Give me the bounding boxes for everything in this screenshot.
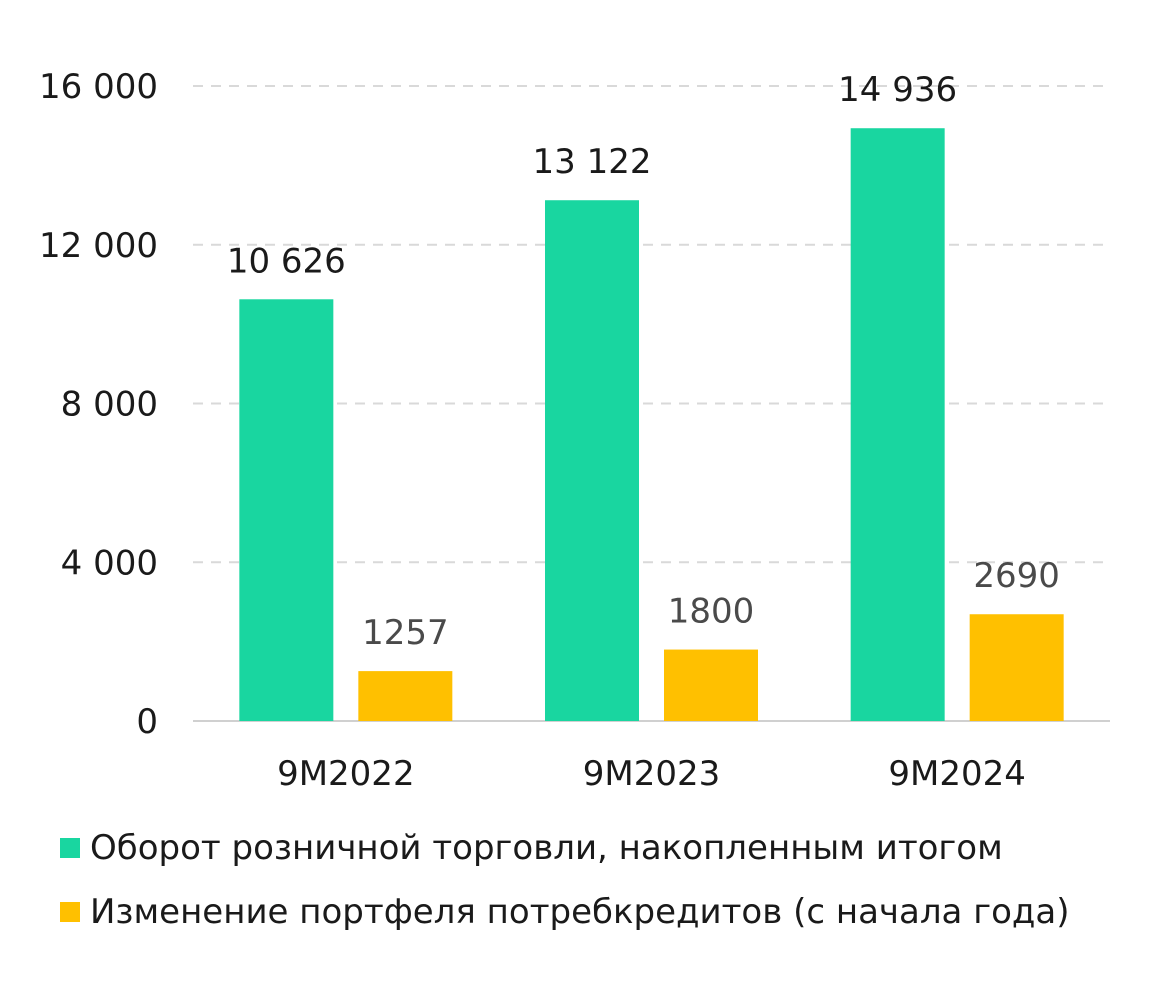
data-label: 14 936 — [838, 70, 957, 110]
bars — [239, 128, 1064, 722]
bar-consumer-loans — [969, 614, 1064, 721]
data-label: 10 626 — [227, 241, 346, 281]
data-labels: 10 626 1257 13 122 1800 14 936 2690 — [227, 70, 1060, 653]
legend: Оборот розничной торговли, накопленным и… — [60, 828, 1070, 958]
legend-swatch-consumer-loans — [60, 902, 80, 922]
bar-chart: 0 4 000 8 000 12 000 16 000 10 626 1257 13 122… — [39, 67, 1110, 794]
y-tick-label: 4 000 — [61, 543, 158, 583]
legend-item-consumer-loans: Изменение портфеля потребкредитов (с нач… — [60, 892, 1070, 932]
gridlines — [193, 85, 1110, 722]
x-tick-label: 9M2024 — [888, 754, 1026, 794]
y-tick-label: 16 000 — [39, 67, 158, 107]
bar-retail-turnover — [545, 200, 639, 721]
bar-consumer-loans — [358, 671, 453, 721]
y-tick-label: 0 — [136, 702, 158, 742]
x-axis-ticks: 9M2022 9M2023 9M2024 — [277, 754, 1026, 794]
y-tick-label: 8 000 — [61, 385, 158, 425]
bar-retail-turnover — [239, 299, 334, 721]
bar-retail-turnover — [850, 128, 945, 722]
data-label: 1257 — [362, 613, 449, 653]
x-tick-label: 9M2023 — [583, 754, 721, 794]
y-axis-ticks: 0 4 000 8 000 12 000 16 000 — [39, 67, 158, 742]
y-tick-label: 12 000 — [39, 226, 158, 266]
bar-consumer-loans — [664, 649, 758, 721]
x-tick-label: 9M2022 — [277, 754, 415, 794]
data-label: 2690 — [973, 556, 1060, 596]
legend-label-retail-turnover: Оборот розничной торговли, накопленным и… — [90, 828, 1003, 868]
data-label: 1800 — [668, 592, 755, 632]
legend-label-consumer-loans: Изменение портфеля потребкредитов (с нач… — [90, 892, 1070, 932]
legend-item-retail-turnover: Оборот розничной торговли, накопленным и… — [60, 828, 1069, 868]
data-label: 13 122 — [533, 142, 652, 182]
legend-swatch-retail-turnover — [60, 838, 80, 858]
